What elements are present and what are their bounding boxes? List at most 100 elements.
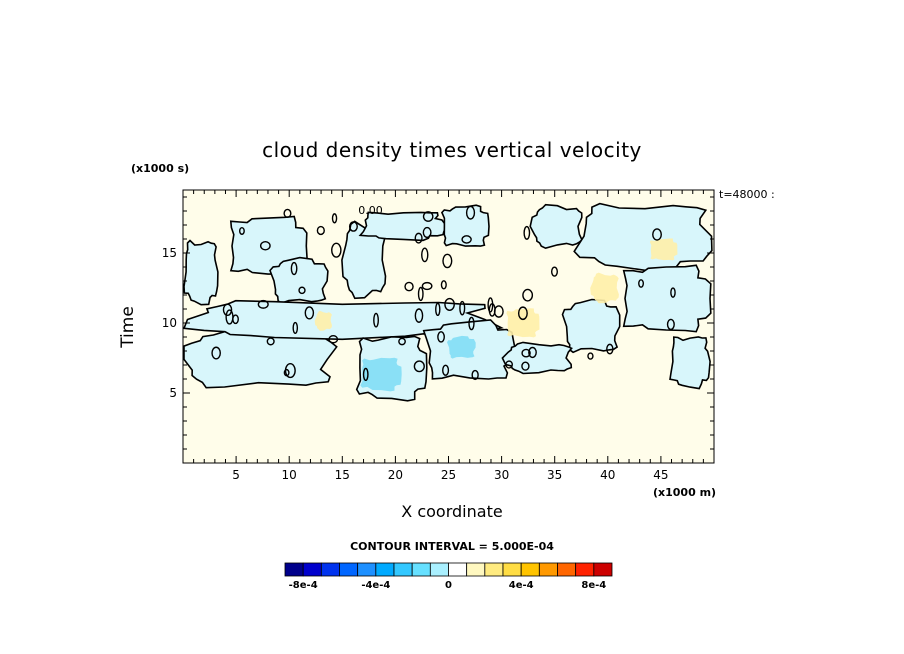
contour-island <box>493 305 504 318</box>
positive-region <box>590 272 619 304</box>
contour-island <box>459 300 466 316</box>
negative-region <box>501 341 573 375</box>
colorbar-swatch <box>375 562 395 577</box>
contour-island <box>222 303 233 317</box>
colorbar-swatch <box>429 562 449 577</box>
contour-island <box>606 343 614 355</box>
contour-island <box>373 312 379 328</box>
negative-region <box>269 256 329 305</box>
x-tick-label: 15 <box>335 468 350 482</box>
contour-island <box>266 337 275 346</box>
contour-island <box>398 337 406 346</box>
contour-island <box>666 318 675 331</box>
colorbar-swatch <box>320 562 340 577</box>
contour-island <box>238 227 245 235</box>
colorbar-swatch <box>520 562 540 577</box>
contour-island <box>521 361 530 371</box>
contour-label: 0.00 <box>358 204 383 217</box>
negative-region <box>440 204 490 247</box>
contour-island <box>440 280 447 290</box>
contour-island <box>298 286 306 295</box>
contour-island <box>422 226 432 239</box>
contour-island <box>348 221 358 232</box>
contour-island <box>331 213 338 224</box>
contour-island <box>413 360 425 373</box>
contour-island <box>414 232 423 244</box>
colorbar-swatch <box>557 562 577 577</box>
contour-island <box>283 208 292 219</box>
contour-interval-label: CONTOUR INTERVAL = 5.000E-04 <box>350 540 554 553</box>
colorbar-swatch <box>466 562 486 577</box>
contour-island <box>471 369 479 381</box>
contour-island <box>435 302 441 317</box>
contour-island <box>487 297 494 313</box>
contour-island <box>304 306 315 320</box>
negative-region <box>669 336 711 390</box>
contour-island <box>211 346 221 360</box>
y-tick-label: 15 <box>162 246 177 260</box>
x-tick-label: 30 <box>494 468 509 482</box>
negative-region <box>529 203 583 250</box>
colorbar-tick-label: 4e-4 <box>509 580 534 591</box>
contour-island <box>331 242 342 258</box>
contour-island <box>283 368 290 377</box>
contour-island <box>421 281 433 291</box>
contour-island <box>442 253 453 269</box>
contour-island <box>550 266 558 277</box>
contour-island <box>421 247 429 263</box>
contour-island <box>422 211 434 222</box>
negative-region <box>573 202 713 272</box>
contour-island <box>292 321 299 335</box>
x-tick-label: 20 <box>388 468 403 482</box>
contour-island <box>362 367 369 382</box>
contour-island <box>670 287 676 298</box>
contour-island <box>461 235 472 244</box>
contour-island <box>414 308 424 323</box>
contour-island <box>517 306 528 321</box>
contour-island <box>437 331 445 343</box>
contour-island <box>225 309 234 325</box>
colorbar-swatch <box>502 562 522 577</box>
contour-island <box>587 352 594 360</box>
positive-region <box>650 238 678 261</box>
contour-island <box>521 348 531 358</box>
colorbar-tick-label: 0 <box>445 580 452 591</box>
contour-island <box>404 281 414 292</box>
negative-region <box>622 264 712 333</box>
negative-region <box>183 239 219 306</box>
x-tick-label: 10 <box>282 468 297 482</box>
contour-island <box>652 228 662 241</box>
contour-island <box>465 205 476 220</box>
contour-island <box>505 360 513 369</box>
contour-island <box>257 299 269 309</box>
contour-island <box>528 346 537 359</box>
colorbar-tick-label: 8e-4 <box>581 580 606 591</box>
contour-island <box>417 286 424 302</box>
colorbar-swatch <box>448 562 468 577</box>
contour-island <box>442 364 450 376</box>
colorbar-tick-label: -8e-4 <box>289 580 318 591</box>
colorbar-swatch <box>484 562 504 577</box>
contour-island <box>522 288 534 302</box>
x-axis-label: X coordinate <box>401 502 503 521</box>
y-unit-label: (x1000 s) <box>131 162 190 175</box>
colorbar-tick-label: -4e-4 <box>361 580 390 591</box>
y-tick-label: 10 <box>162 316 177 330</box>
x-tick-label: 25 <box>441 468 456 482</box>
colorbar-swatch <box>302 562 322 577</box>
colorbar-swatch <box>393 562 413 577</box>
contour-island <box>290 261 298 276</box>
strong-negative-region <box>447 335 476 359</box>
time-stamp: t=48000 : <box>719 188 775 201</box>
negative-region <box>561 298 621 354</box>
positive-region <box>506 308 540 338</box>
positive-region <box>314 310 332 331</box>
y-tick-label: 5 <box>169 386 177 400</box>
contour-island <box>316 225 325 236</box>
contour-island <box>328 335 339 344</box>
x-tick-label: 35 <box>547 468 562 482</box>
colorbar-swatch <box>411 562 431 577</box>
x-tick-label: 45 <box>653 468 668 482</box>
